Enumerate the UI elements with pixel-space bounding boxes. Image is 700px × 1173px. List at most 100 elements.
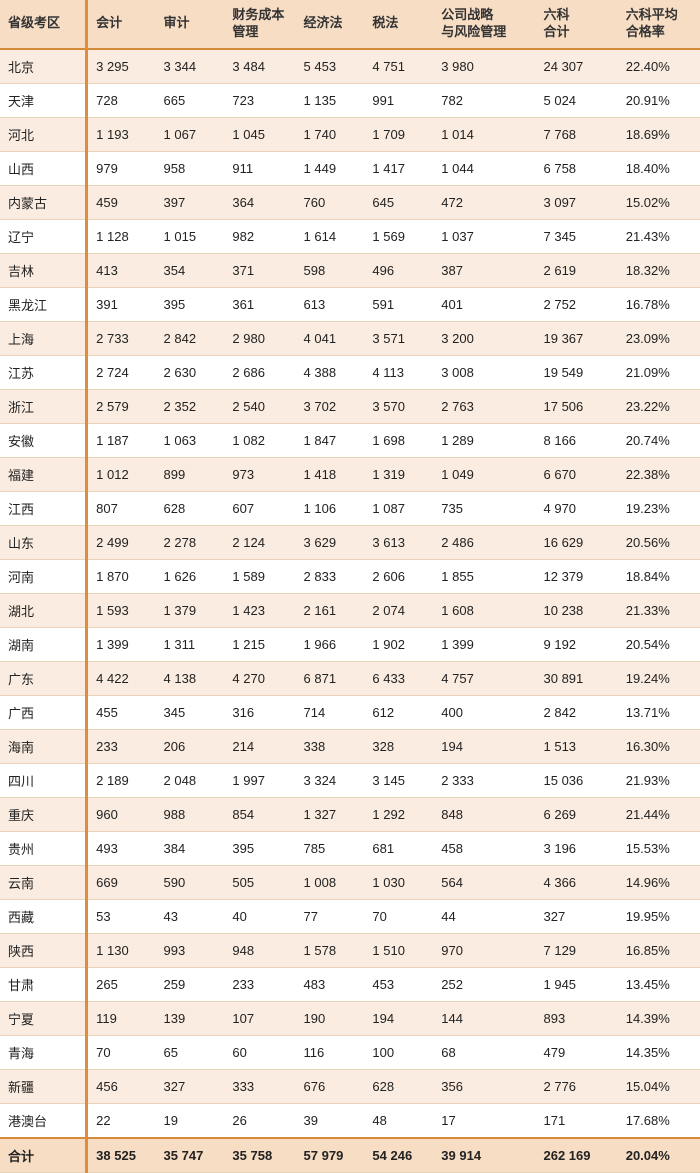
value-cell: 6 758 (536, 151, 618, 185)
table-row: 北京3 2953 3443 4845 4534 7513 98024 30722… (0, 49, 700, 84)
value-cell: 456 (87, 1069, 156, 1103)
value-cell: 15.02% (618, 185, 700, 219)
value-cell: 728 (87, 83, 156, 117)
value-cell: 19.23% (618, 491, 700, 525)
value-cell: 1 135 (296, 83, 365, 117)
total-value: 20.04% (618, 1138, 700, 1173)
value-cell: 958 (156, 151, 225, 185)
value-cell: 14.35% (618, 1035, 700, 1069)
value-cell: 4 388 (296, 355, 365, 389)
value-cell: 3 571 (364, 321, 433, 355)
region-cell: 贵州 (0, 831, 87, 865)
value-cell: 760 (296, 185, 365, 219)
value-cell: 2 048 (156, 763, 225, 797)
value-cell: 7 768 (536, 117, 618, 151)
col-avg-pass: 六科平均合格率 (618, 0, 700, 49)
table-row: 湖北1 5931 3791 4232 1612 0741 60810 23821… (0, 593, 700, 627)
value-cell: 785 (296, 831, 365, 865)
region-cell: 广西 (0, 695, 87, 729)
value-cell: 1 049 (433, 457, 535, 491)
value-cell: 2 763 (433, 389, 535, 423)
value-cell: 391 (87, 287, 156, 321)
value-cell: 982 (224, 219, 295, 253)
total-value: 54 246 (364, 1138, 433, 1173)
region-cell: 福建 (0, 457, 87, 491)
value-cell: 2 352 (156, 389, 225, 423)
value-cell: 612 (364, 695, 433, 729)
value-cell: 1 593 (87, 593, 156, 627)
value-cell: 4 757 (433, 661, 535, 695)
value-cell: 100 (364, 1035, 433, 1069)
region-cell: 辽宁 (0, 219, 87, 253)
value-cell: 2 499 (87, 525, 156, 559)
value-cell: 16.78% (618, 287, 700, 321)
total-value: 35 747 (156, 1138, 225, 1173)
value-cell: 591 (364, 287, 433, 321)
value-cell: 6 433 (364, 661, 433, 695)
value-cell: 3 295 (87, 49, 156, 84)
value-cell: 1 030 (364, 865, 433, 899)
value-cell: 2 752 (536, 287, 618, 321)
value-cell: 23.22% (618, 389, 700, 423)
value-cell: 194 (364, 1001, 433, 1035)
table-row: 重庆9609888541 3271 2928486 26921.44% (0, 797, 700, 831)
table-row: 港澳台22192639481717117.68% (0, 1103, 700, 1138)
value-cell: 2 124 (224, 525, 295, 559)
col-six-total: 六科合计 (536, 0, 618, 49)
table-row: 河南1 8701 6261 5892 8332 6061 85512 37918… (0, 559, 700, 593)
value-cell: 214 (224, 729, 295, 763)
total-row: 合计38 52535 74735 75857 97954 24639 91426… (0, 1138, 700, 1173)
value-cell: 39 (296, 1103, 365, 1138)
table-row: 福建1 0128999731 4181 3191 0496 67022.38% (0, 457, 700, 491)
value-cell: 327 (156, 1069, 225, 1103)
value-cell: 10 238 (536, 593, 618, 627)
value-cell: 1 292 (364, 797, 433, 831)
value-cell: 2 606 (364, 559, 433, 593)
region-cell: 甘肃 (0, 967, 87, 1001)
value-cell: 70 (87, 1035, 156, 1069)
value-cell: 265 (87, 967, 156, 1001)
value-cell: 259 (156, 967, 225, 1001)
value-cell: 8 166 (536, 423, 618, 457)
value-cell: 395 (156, 287, 225, 321)
value-cell: 590 (156, 865, 225, 899)
value-cell: 24 307 (536, 49, 618, 84)
table-row: 上海2 7332 8422 9804 0413 5713 20019 36723… (0, 321, 700, 355)
value-cell: 1 399 (433, 627, 535, 661)
region-cell: 重庆 (0, 797, 87, 831)
value-cell: 1 870 (87, 559, 156, 593)
value-cell: 397 (156, 185, 225, 219)
value-cell: 598 (296, 253, 365, 287)
value-cell: 1 014 (433, 117, 535, 151)
value-cell: 2 579 (87, 389, 156, 423)
value-cell: 4 270 (224, 661, 295, 695)
value-cell: 1 417 (364, 151, 433, 185)
value-cell: 991 (364, 83, 433, 117)
table-row: 四川2 1892 0481 9973 3243 1452 33315 03621… (0, 763, 700, 797)
value-cell: 252 (433, 967, 535, 1001)
value-cell: 1 589 (224, 559, 295, 593)
value-cell: 20.74% (618, 423, 700, 457)
value-cell: 1 063 (156, 423, 225, 457)
table-row: 陕西1 1309939481 5781 5109707 12916.85% (0, 933, 700, 967)
value-cell: 1 614 (296, 219, 365, 253)
value-cell: 3 196 (536, 831, 618, 865)
region-cell: 湖北 (0, 593, 87, 627)
region-cell: 四川 (0, 763, 87, 797)
value-cell: 564 (433, 865, 535, 899)
value-cell: 3 484 (224, 49, 295, 84)
value-cell: 206 (156, 729, 225, 763)
col-accounting: 会计 (87, 0, 156, 49)
value-cell: 20.54% (618, 627, 700, 661)
value-cell: 2 486 (433, 525, 535, 559)
value-cell: 3 613 (364, 525, 433, 559)
value-cell: 6 269 (536, 797, 618, 831)
value-cell: 20.91% (618, 83, 700, 117)
region-cell: 海南 (0, 729, 87, 763)
value-cell: 7 129 (536, 933, 618, 967)
table-row: 江苏2 7242 6302 6864 3884 1133 00819 54921… (0, 355, 700, 389)
value-cell: 1 082 (224, 423, 295, 457)
table-row: 安徽1 1871 0631 0821 8471 6981 2898 16620.… (0, 423, 700, 457)
value-cell: 1 067 (156, 117, 225, 151)
value-cell: 3 097 (536, 185, 618, 219)
